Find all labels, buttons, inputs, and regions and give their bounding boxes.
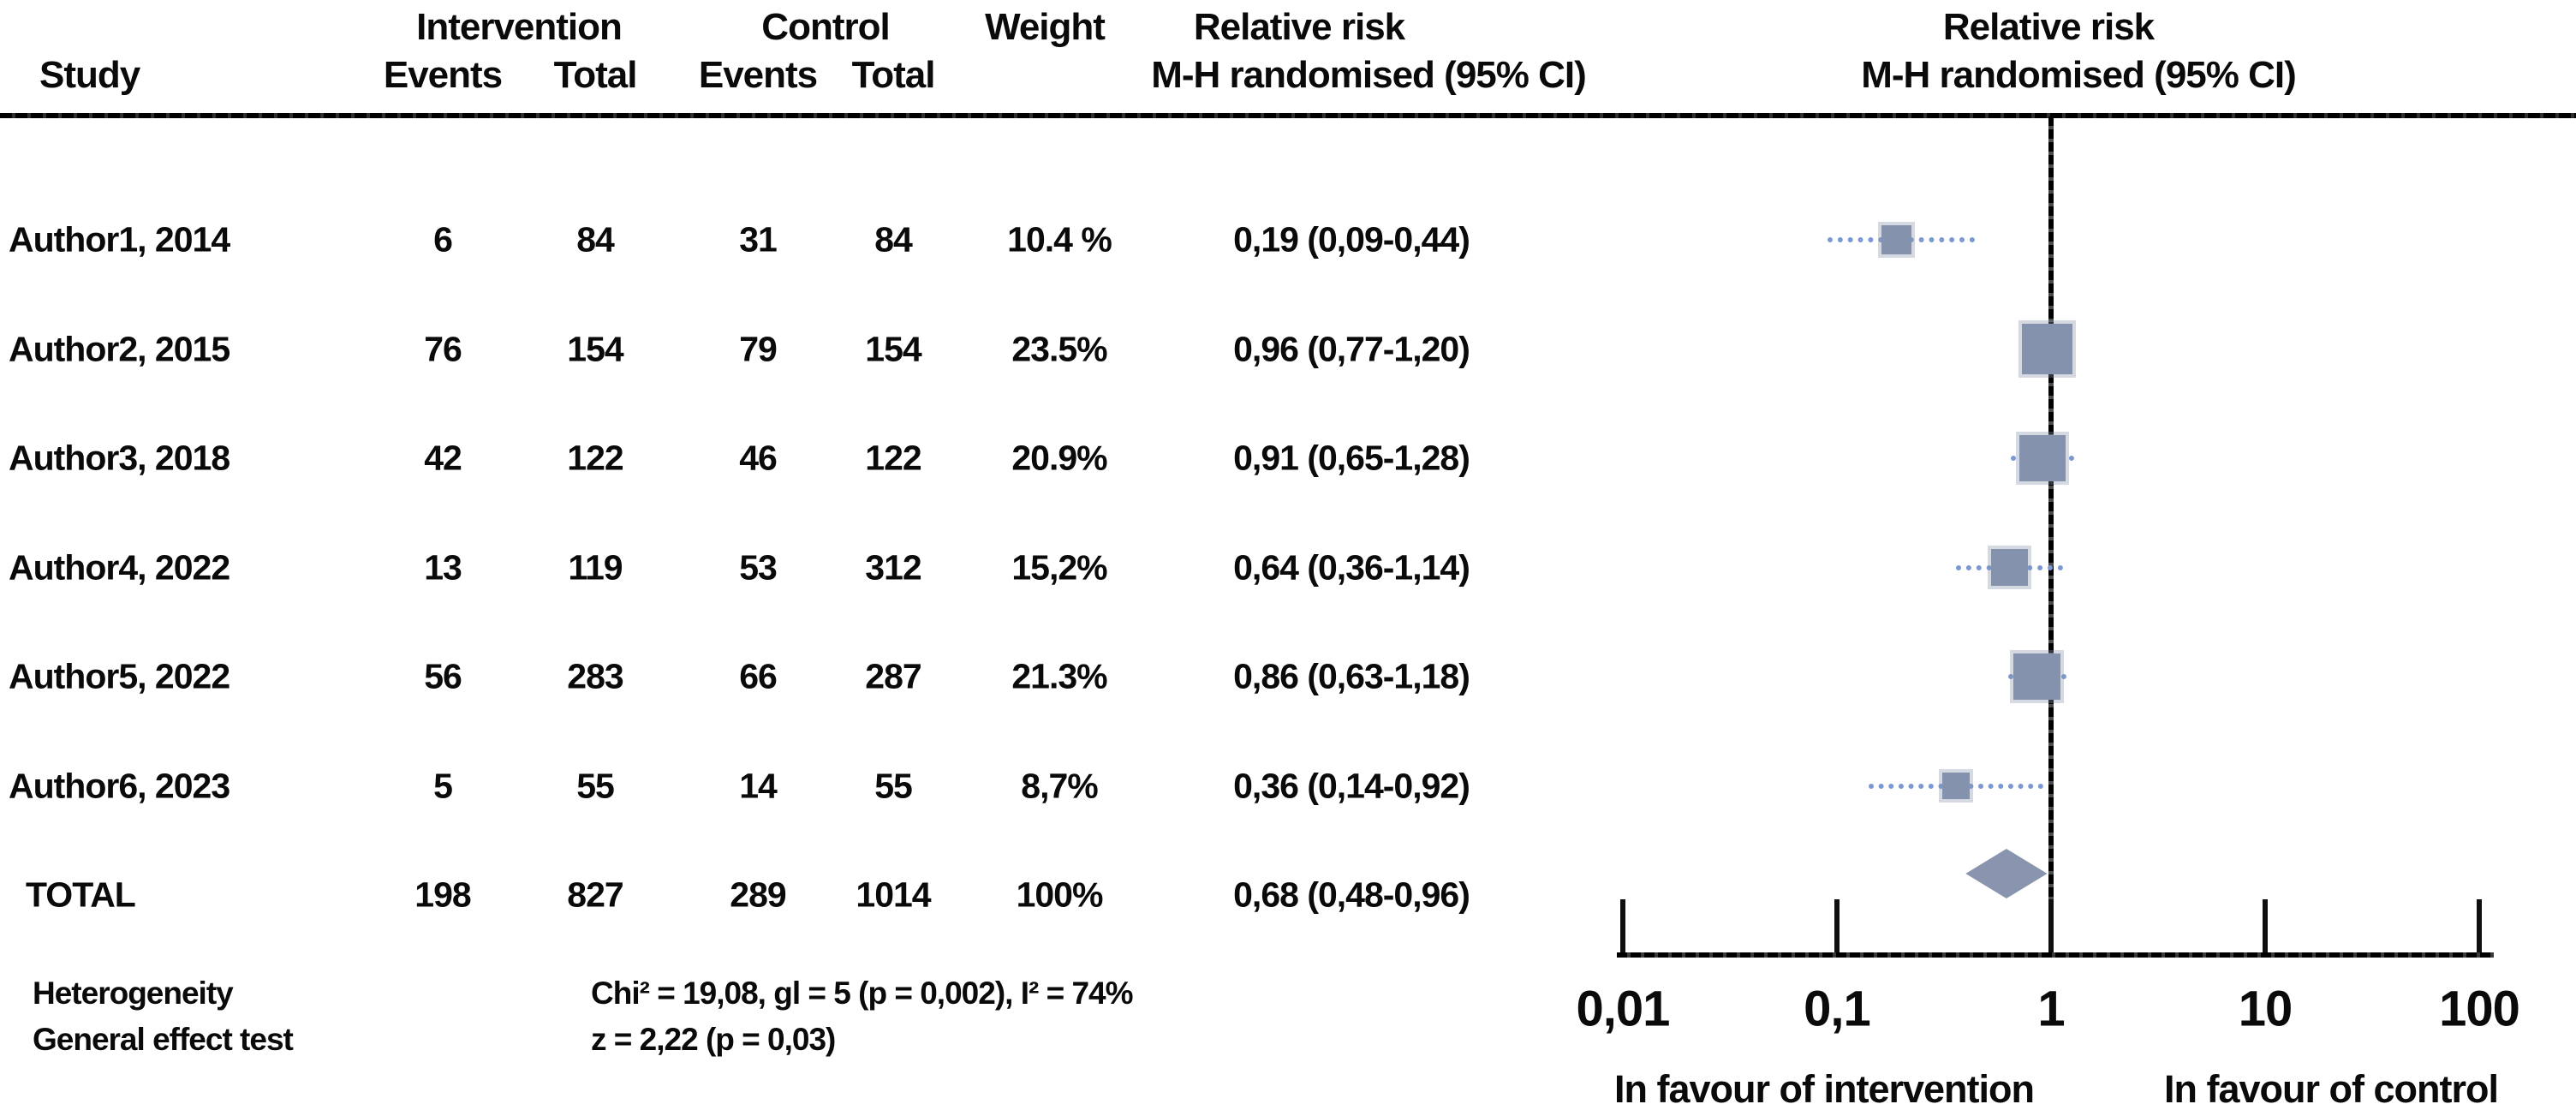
header-separator-line — [0, 113, 2576, 118]
x-axis-tick-label: 0,01 — [1576, 981, 1671, 1037]
weight-value: 20.9% — [1011, 438, 1107, 478]
control-total: 122 — [865, 438, 921, 478]
rr-ci-text: 0,86 (0,63-1,18) — [1233, 656, 1470, 696]
study-label: Author2, 2015 — [9, 329, 230, 368]
intervention-total: 122 — [567, 438, 623, 478]
overall-effect-value: z = 2,22 (p = 0,03) — [591, 1022, 836, 1057]
study-label: Author4, 2022 — [9, 547, 230, 587]
intervention-events: 13 — [424, 547, 462, 587]
plot-title-line2: M-H randomised (95% CI) — [1861, 54, 2297, 96]
intervention-events: 198 — [414, 874, 471, 915]
effect-square — [2022, 324, 2072, 374]
column-header-weight: Weight — [985, 6, 1106, 48]
x-axis-tick — [1834, 899, 1840, 952]
intervention-events: 5 — [433, 766, 453, 805]
column-header-events-intervention: Events — [383, 54, 503, 96]
intervention-total: 827 — [567, 874, 623, 915]
column-header-total-control: Total — [851, 54, 936, 96]
control-events: 53 — [739, 547, 778, 587]
intervention-total: 119 — [568, 547, 623, 587]
x-axis-line — [1617, 952, 2494, 958]
intervention-events: 56 — [424, 656, 462, 696]
overall-effect-label: General effect test — [33, 1022, 294, 1057]
effect-square — [2018, 435, 2066, 481]
x-axis-tick — [2048, 899, 2054, 952]
control-events: 31 — [739, 219, 778, 260]
column-header-rr-line2: M-H randomised (95% CI) — [1151, 54, 1587, 96]
control-total: 154 — [865, 329, 921, 368]
intervention-total: 283 — [567, 656, 623, 696]
plot-title-line1: Relative risk — [1942, 6, 2155, 48]
x-axis-tick-label: 0,1 — [1804, 981, 1871, 1037]
total-diamond — [1965, 849, 2048, 898]
heterogeneity-value: Chi² = 19,08, gl = 5 (p = 0,002), I² = 7… — [591, 976, 1134, 1011]
column-header-total-intervention: Total — [553, 54, 638, 96]
effect-square — [1990, 548, 2029, 587]
effect-square — [1881, 224, 1912, 255]
intervention-events: 42 — [424, 438, 462, 478]
weight-value: 23.5% — [1011, 329, 1107, 368]
x-axis-tick — [2263, 899, 2268, 952]
x-axis-tick — [1620, 899, 1625, 952]
rr-ci-text: 0,64 (0,36-1,14) — [1233, 547, 1470, 587]
control-events: 66 — [739, 656, 778, 696]
study-label: Author1, 2014 — [9, 219, 230, 260]
study-label: TOTAL — [26, 874, 136, 915]
weight-value: 15,2% — [1011, 547, 1107, 587]
intervention-events: 76 — [424, 329, 462, 368]
control-total: 55 — [874, 766, 913, 805]
column-header-events-control: Events — [698, 54, 818, 96]
effect-square — [2013, 653, 2060, 701]
intervention-total: 84 — [576, 219, 615, 260]
weight-value: 10.4 % — [1007, 219, 1112, 260]
control-total: 287 — [865, 656, 921, 696]
column-header-study: Study — [39, 54, 140, 96]
x-axis-tick-label: 10 — [2238, 981, 2293, 1037]
rr-ci-text: 0,68 (0,48-0,96) — [1233, 874, 1470, 915]
x-axis-tick-label: 1 — [2037, 981, 2065, 1037]
rr-ci-text: 0,91 (0,65-1,28) — [1233, 438, 1470, 478]
control-events: 289 — [730, 874, 786, 915]
control-total: 312 — [865, 547, 921, 587]
rr-ci-text: 0,19 (0,09-0,44) — [1233, 219, 1470, 260]
x-axis-tick-label: 100 — [2439, 981, 2520, 1037]
control-events: 79 — [739, 329, 778, 368]
favour-control-label: In favour of control — [2164, 1067, 2499, 1111]
control-total: 1014 — [856, 874, 931, 915]
control-events: 46 — [739, 438, 778, 478]
control-events: 14 — [739, 766, 778, 805]
intervention-events: 6 — [433, 219, 453, 260]
favour-intervention-label: In favour of intervention — [1613, 1067, 2035, 1111]
column-group-intervention: Intervention — [416, 6, 623, 48]
study-label: Author6, 2023 — [9, 766, 230, 805]
intervention-total: 154 — [567, 329, 623, 368]
weight-value: 8,7% — [1021, 766, 1098, 805]
column-group-control: Control — [761, 6, 890, 48]
reference-line — [2048, 116, 2054, 958]
study-label: Author5, 2022 — [9, 656, 230, 696]
control-total: 84 — [874, 219, 913, 260]
weight-value: 21.3% — [1011, 656, 1107, 696]
x-axis-tick — [2477, 899, 2482, 952]
weight-value: 100% — [1016, 874, 1104, 915]
effect-square — [1942, 772, 1970, 800]
heterogeneity-label: Heterogeneity — [33, 976, 234, 1011]
rr-ci-text: 0,36 (0,14-0,92) — [1233, 766, 1470, 805]
intervention-total: 55 — [576, 766, 615, 805]
rr-ci-text: 0,96 (0,77-1,20) — [1233, 329, 1470, 368]
study-label: Author3, 2018 — [9, 438, 230, 478]
column-header-rr-line1: Relative risk — [1193, 6, 1405, 48]
